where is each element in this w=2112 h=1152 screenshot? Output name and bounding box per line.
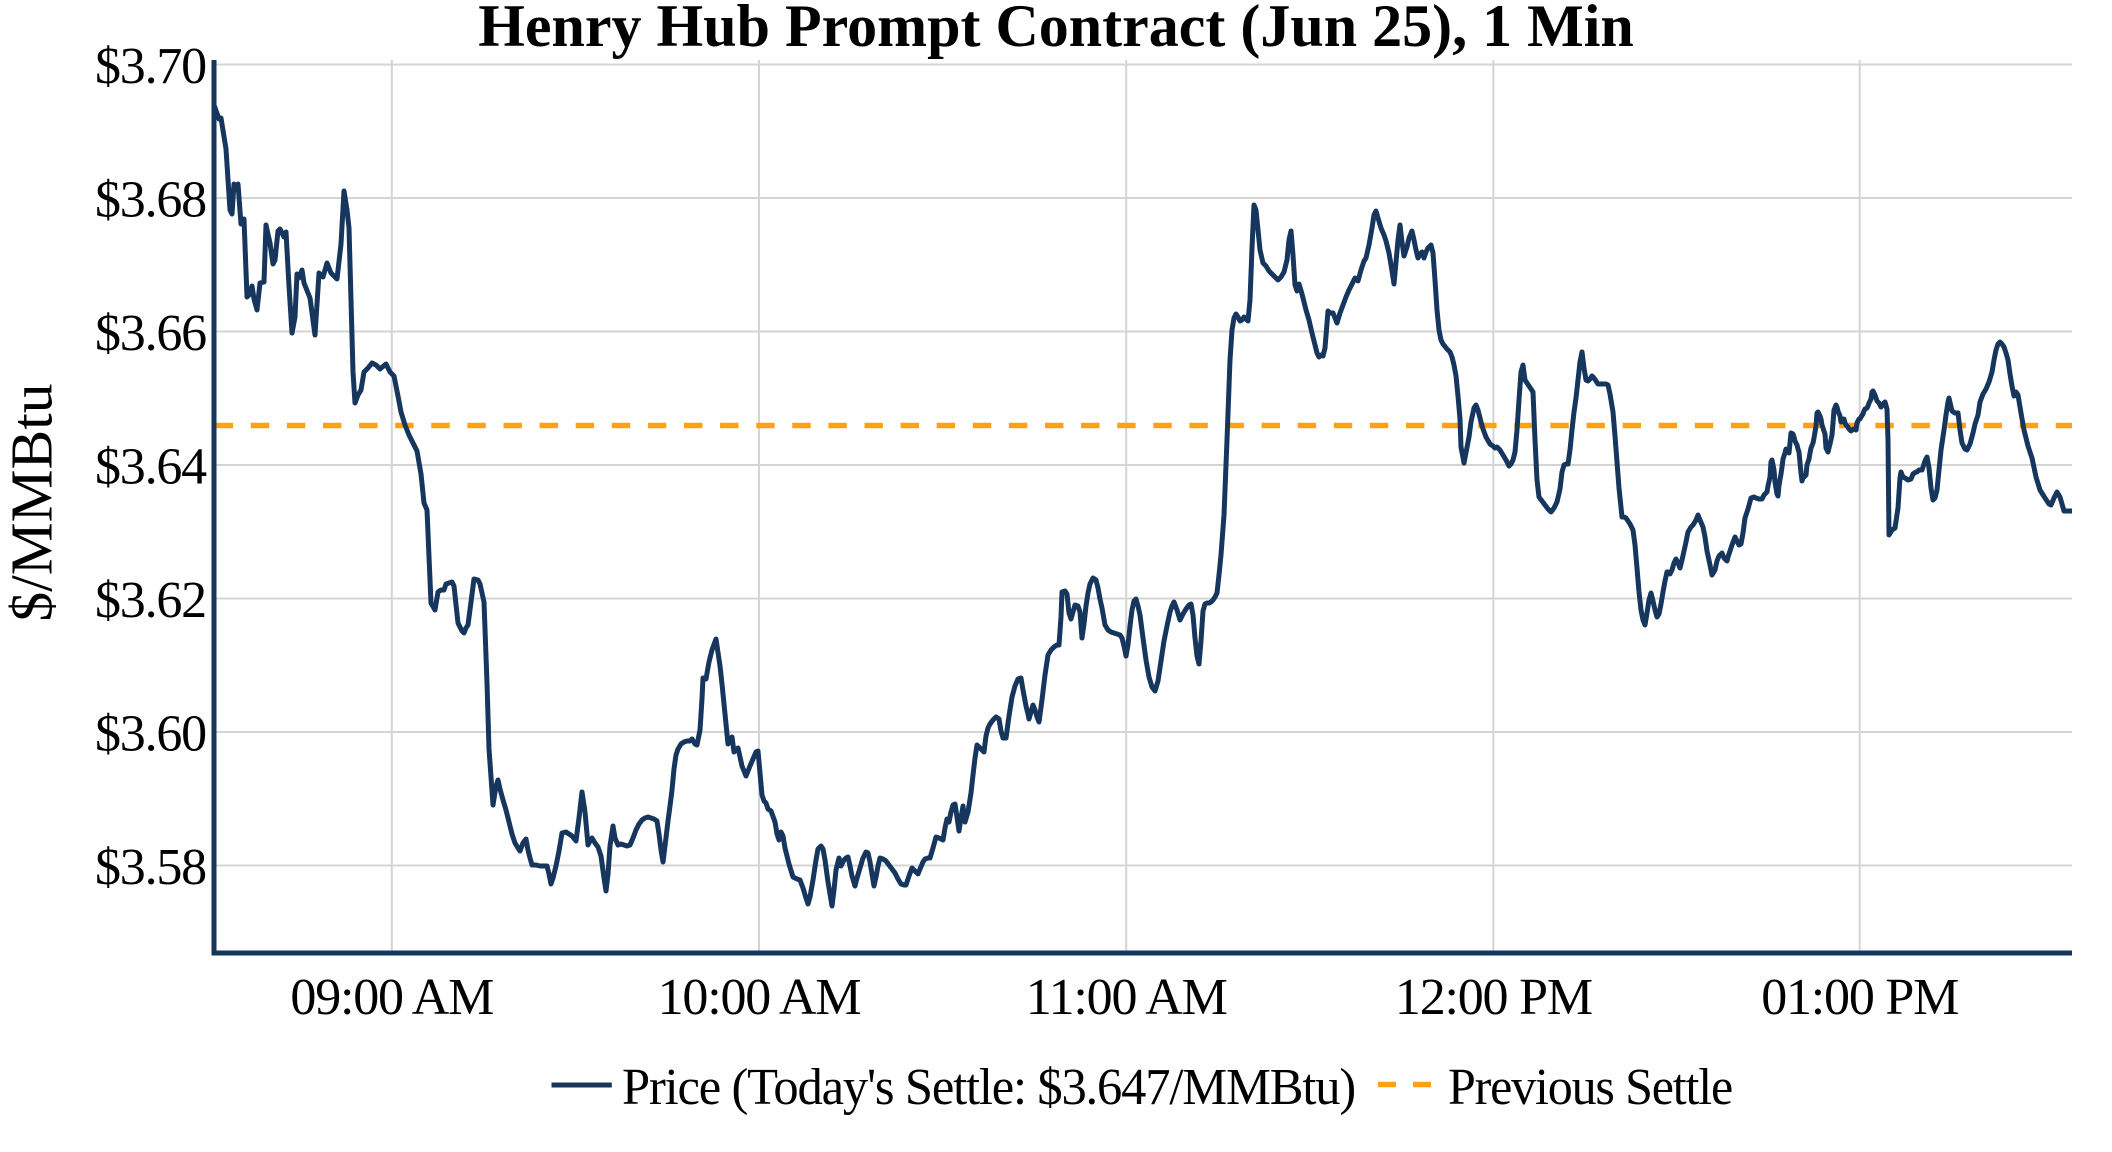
svg-text:Price (Today's Settle: $3.647/: Price (Today's Settle: $3.647/MMBtu) (622, 1059, 1355, 1116)
svg-text:$3.64: $3.64 (95, 439, 207, 496)
svg-text:$3.60: $3.60 (95, 706, 206, 763)
svg-text:$3.58: $3.58 (95, 839, 206, 896)
svg-text:11:00 AM: 11:00 AM (1026, 969, 1227, 1026)
svg-text:10:00 AM: 10:00 AM (658, 969, 861, 1026)
svg-text:$3.66: $3.66 (95, 305, 206, 362)
svg-text:09:00 AM: 09:00 AM (290, 969, 493, 1026)
svg-text:$/MMBtu: $/MMBtu (0, 383, 65, 621)
svg-text:01:00 PM: 01:00 PM (1761, 969, 1958, 1026)
svg-text:$3.68: $3.68 (95, 172, 206, 229)
svg-text:Previous Settle: Previous Settle (1448, 1059, 1732, 1116)
svg-text:$3.62: $3.62 (95, 572, 206, 629)
svg-text:12:00 PM: 12:00 PM (1395, 969, 1592, 1026)
svg-text:Henry Hub Prompt Contract (Jun: Henry Hub Prompt Contract (Jun 25), 1 Mi… (478, 0, 1634, 59)
svg-text:$3.70: $3.70 (95, 38, 206, 95)
